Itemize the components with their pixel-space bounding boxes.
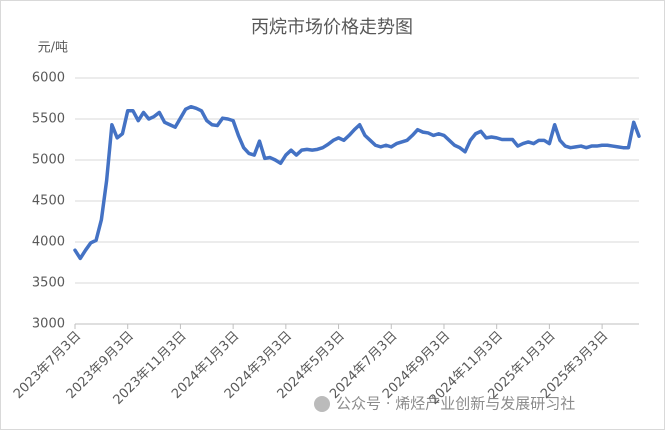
line-series — [73, 104, 641, 261]
y-tick-label: 5000 — [32, 153, 65, 168]
watermark-group: 公众号 · 烯烃产业创新与发展研习社 — [314, 395, 575, 413]
y-tick-label: 3500 — [32, 276, 65, 291]
y-tick-label: 5500 — [32, 112, 65, 127]
y-tick-label: 6000 — [32, 71, 65, 86]
y-axis-label: 元/吨 — [38, 41, 68, 56]
watermark: 公众号 · 烯烃产业创新与发展研习社 — [336, 395, 575, 413]
y-tick-label: 4500 — [32, 194, 65, 209]
y-tick-label: 4000 — [32, 235, 65, 250]
chart-title: 丙烷市场价格走势图 — [251, 17, 413, 38]
watermark-icon — [314, 396, 330, 412]
y-tick-label: 3000 — [32, 317, 65, 332]
